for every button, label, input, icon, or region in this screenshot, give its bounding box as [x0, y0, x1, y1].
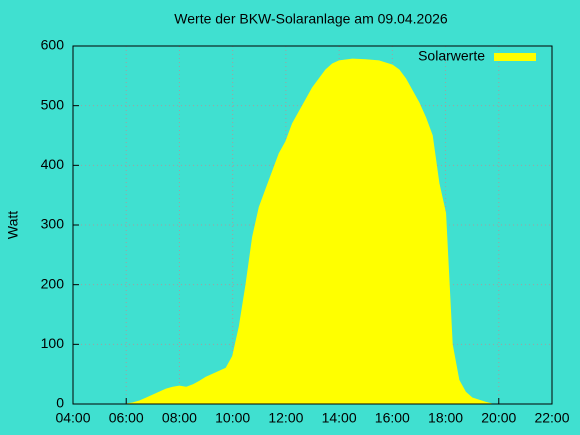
y-tick-label: 500 — [41, 96, 65, 112]
x-tick-label: 16:00 — [375, 410, 410, 426]
x-tick-label: 22:00 — [534, 410, 569, 426]
x-tick-label: 12:00 — [268, 410, 303, 426]
y-axis-label: Watt — [5, 211, 21, 239]
x-tick-label: 14:00 — [322, 410, 357, 426]
x-tick-label: 06:00 — [109, 410, 144, 426]
y-tick-label: 400 — [41, 156, 65, 172]
x-tick-label: 18:00 — [428, 410, 463, 426]
x-tick-label: 08:00 — [162, 410, 197, 426]
chart-title: Werte der BKW-Solaranlage am 09.04.2026 — [174, 11, 448, 27]
y-tick-label: 0 — [56, 395, 64, 411]
legend-label: Solarwerte — [418, 48, 485, 64]
y-tick-label: 200 — [41, 275, 65, 291]
x-tick-label: 20:00 — [481, 410, 516, 426]
plot-border — [72, 45, 553, 405]
y-tick-label: 600 — [41, 37, 65, 53]
y-tick-label: 300 — [41, 216, 65, 232]
x-tick-label: 10:00 — [215, 410, 250, 426]
legend-swatch — [494, 53, 536, 61]
x-tick-label: 04:00 — [55, 410, 90, 426]
area — [126, 58, 493, 405]
y-tick-label: 100 — [41, 335, 65, 351]
